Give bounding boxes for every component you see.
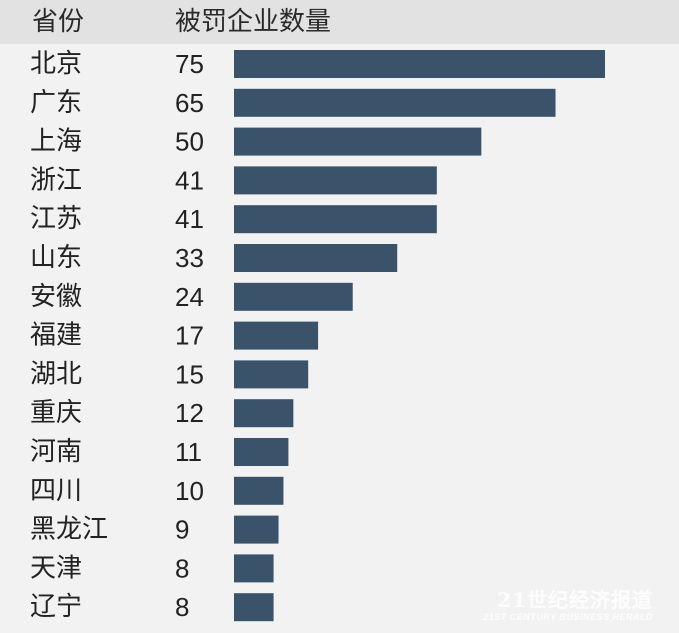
category-label: 黑龙江 [30, 515, 108, 545]
category-label: 河南 [30, 437, 82, 467]
watermark-title: 21世纪经济报道 [497, 588, 653, 612]
category-label: 广东 [30, 88, 82, 118]
value-label: 8 [175, 592, 189, 622]
bar [234, 438, 289, 466]
count-column-header: 被罚企业数量 [175, 7, 332, 37]
category-label: 辽宁 [30, 592, 82, 622]
value-label: 8 [175, 553, 189, 583]
bar [234, 321, 319, 350]
bar [234, 127, 482, 156]
category-label: 安徽 [30, 282, 82, 312]
category-label: 浙江 [30, 165, 82, 195]
value-label: 9 [175, 515, 189, 545]
value-label: 41 [175, 165, 204, 195]
bar [234, 399, 294, 428]
bar [234, 205, 437, 234]
bar [234, 515, 279, 544]
category-label: 湖北 [30, 359, 82, 389]
bar [234, 593, 274, 622]
value-label: 17 [175, 321, 204, 351]
bar [234, 476, 284, 505]
bar [234, 554, 274, 583]
category-label: 山东 [30, 243, 82, 273]
category-label: 重庆 [30, 398, 82, 428]
value-label: 33 [175, 243, 204, 273]
category-label: 江苏 [30, 204, 82, 234]
table-header: 省份 被罚企业数量 [0, 0, 679, 44]
bar [234, 166, 437, 195]
value-label: 10 [175, 476, 204, 506]
value-label: 50 [175, 127, 204, 157]
bar [234, 88, 556, 117]
value-label: 75 [175, 49, 204, 79]
category-label: 四川 [30, 476, 82, 506]
bar [234, 50, 605, 78]
bar [234, 360, 309, 389]
category-label: 天津 [30, 553, 82, 583]
watermark-subtitle: 21ST CENTURY BUSINESS HERALD [483, 612, 653, 622]
category-label: 福建 [30, 321, 82, 351]
province-column-header: 省份 [32, 7, 85, 37]
bar [234, 282, 353, 311]
value-label: 41 [175, 204, 204, 234]
publisher-watermark: 21世纪经济报道 21ST CENTURY BUSINESS HERALD [483, 588, 653, 623]
bar [234, 244, 398, 272]
value-label: 65 [175, 88, 204, 118]
value-label: 11 [175, 437, 202, 467]
category-label: 北京 [30, 49, 82, 79]
value-label: 12 [175, 398, 204, 428]
category-label: 上海 [30, 127, 82, 157]
value-label: 24 [175, 282, 204, 312]
value-label: 15 [175, 359, 204, 389]
